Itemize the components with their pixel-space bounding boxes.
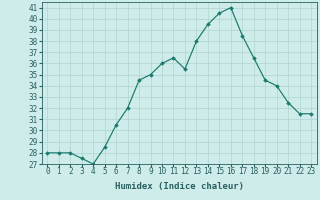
X-axis label: Humidex (Indice chaleur): Humidex (Indice chaleur): [115, 182, 244, 191]
